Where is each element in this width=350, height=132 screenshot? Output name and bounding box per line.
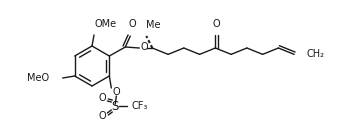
Text: O: O (98, 111, 106, 121)
Text: OMe: OMe (95, 19, 117, 29)
Text: O: O (98, 93, 106, 103)
Text: O: O (140, 42, 148, 52)
Text: O: O (128, 19, 136, 29)
Text: O: O (212, 19, 220, 29)
Text: O: O (112, 87, 120, 97)
Text: S: S (112, 100, 119, 112)
Text: MeO: MeO (27, 73, 49, 83)
Text: CH₂: CH₂ (306, 49, 324, 59)
Text: CF₃: CF₃ (131, 101, 147, 111)
Text: Me: Me (146, 20, 161, 30)
